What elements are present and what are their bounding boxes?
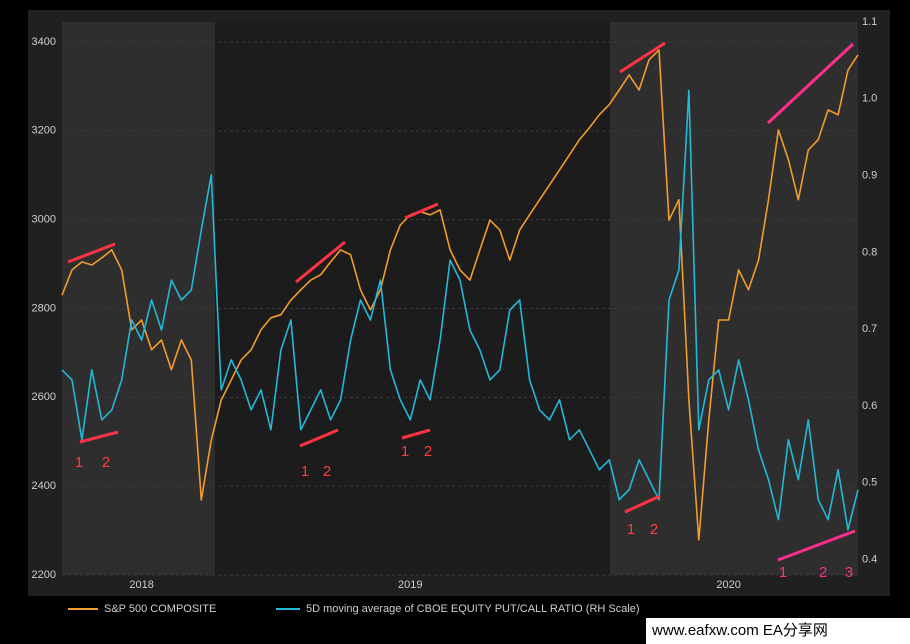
- annotation: 2: [819, 564, 827, 581]
- x-tick-label: 2020: [716, 579, 740, 591]
- annotation: 1: [627, 521, 635, 538]
- y2-tick-label: 0.4: [862, 554, 877, 566]
- y-tick-label: 3400: [32, 36, 56, 48]
- y2-tick-label: 0.6: [862, 400, 877, 412]
- annotation: 1: [779, 564, 787, 581]
- legend-label: 5D moving average of CBOE EQUITY PUT/CAL…: [306, 603, 640, 615]
- trend-line: [624, 494, 661, 514]
- annotation: 3: [845, 564, 853, 581]
- annotation: 2: [102, 454, 110, 471]
- trend-line: [67, 242, 116, 264]
- annotation: 1: [401, 443, 409, 460]
- trend-line: [619, 41, 666, 74]
- series-line: [61, 49, 859, 541]
- annotation: 2: [424, 443, 432, 460]
- y2-tick-label: 0.8: [862, 246, 877, 258]
- series-line: [61, 89, 859, 531]
- trend-line: [79, 430, 119, 444]
- annotation: 1: [301, 463, 309, 480]
- trend-line: [766, 42, 855, 125]
- y2-tick-label: 0.7: [862, 323, 877, 335]
- y-tick-label: 3000: [32, 214, 56, 226]
- y2-tick-label: 0.5: [862, 477, 877, 489]
- y2-tick-label: 1.0: [862, 93, 877, 105]
- y-tick-label: 2200: [32, 569, 56, 581]
- y-tick-label: 2600: [32, 391, 56, 403]
- shaded-region: [62, 22, 215, 575]
- trend-line: [299, 428, 339, 448]
- y-tick-label: 2400: [32, 480, 56, 492]
- y2-tick-label: 0.9: [862, 170, 877, 182]
- trend-line: [295, 240, 346, 284]
- trend-line: [401, 428, 431, 440]
- watermark: www.eafxw.com EA分享网: [651, 622, 828, 639]
- y-tick-label: 3200: [32, 125, 56, 137]
- legend-label: S&P 500 COMPOSITE: [104, 603, 216, 615]
- shaded-region: [610, 22, 858, 575]
- y2-tick-label: 1.1: [862, 16, 877, 28]
- x-tick-label: 2018: [129, 579, 153, 591]
- watermark-box: [646, 618, 910, 644]
- x-tick-label: 2019: [398, 579, 422, 591]
- trend-line: [777, 529, 856, 562]
- annotation: 2: [323, 463, 331, 480]
- annotation: 2: [650, 521, 658, 538]
- y-tick-label: 2800: [32, 302, 56, 314]
- trend-lines: [67, 41, 856, 562]
- annotation: 1: [75, 454, 83, 471]
- trend-line: [404, 202, 439, 220]
